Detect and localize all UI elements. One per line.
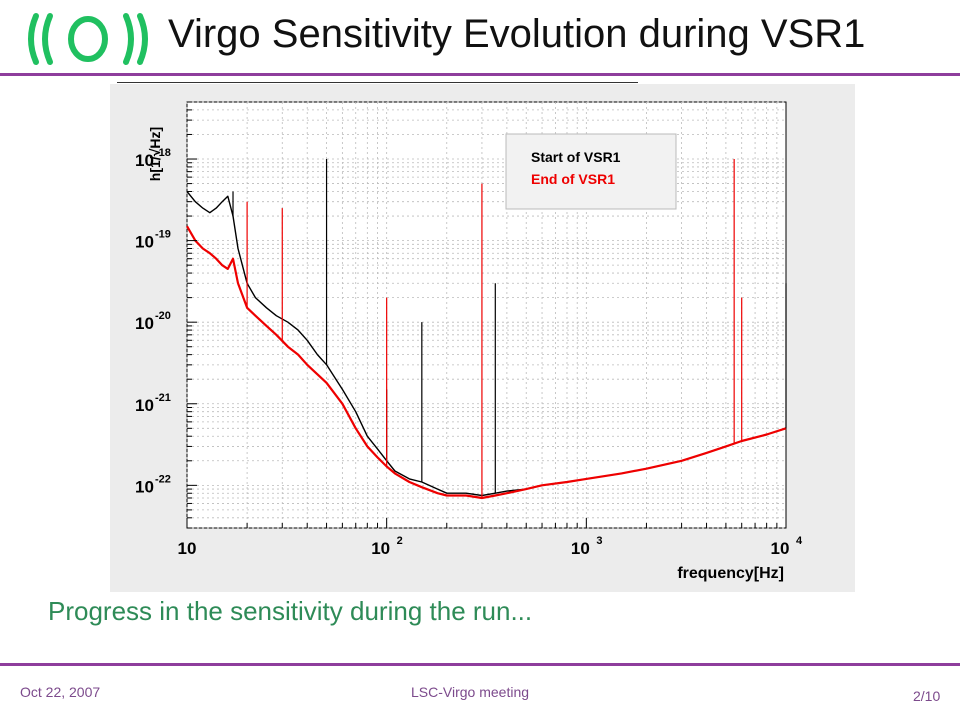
footer-meeting: LSC-Virgo meeting — [411, 684, 530, 700]
slide-title: Virgo Sensitivity Evolution during VSR1 — [168, 12, 866, 56]
y-tick-label: 10 — [135, 314, 154, 333]
figure-top-line — [117, 82, 638, 83]
footer-date: Oct 22, 2007 — [20, 684, 101, 700]
series-line-end — [186, 225, 787, 500]
top-divider — [0, 73, 960, 76]
slide-caption: Progress in the sensitivity during the r… — [48, 596, 533, 626]
bottom-divider — [0, 663, 960, 666]
x-tick-label: 10 — [371, 539, 390, 558]
legend-label-start: Start of VSR1 — [531, 149, 621, 165]
y-tick-label: 10 — [135, 151, 154, 170]
y-tick-label: 10 — [135, 477, 154, 496]
x-tick-exponent: 3 — [596, 535, 602, 547]
legend: Start of VSR1 End of VSR1 — [505, 133, 677, 210]
plot-area — [186, 101, 787, 529]
y-tick-exponent: -20 — [155, 310, 171, 322]
chart-curves — [186, 159, 787, 500]
x-axis-label: frequency[Hz] — [677, 565, 784, 582]
legend-label-end: End of VSR1 — [531, 171, 615, 187]
x-tick-exponent: 4 — [796, 535, 803, 547]
x-tick-exponent: 2 — [397, 535, 403, 547]
y-tick-label: 10 — [135, 396, 154, 415]
footer-page-number: 2/10 — [913, 688, 941, 704]
x-tick-label: 10 — [771, 539, 790, 558]
y-tick-exponent: -18 — [155, 147, 171, 159]
y-tick-exponent: -21 — [155, 392, 171, 404]
y-tick-exponent: -22 — [155, 473, 171, 485]
x-tick-label: 10 — [178, 539, 197, 558]
y-axis-label: h[1/√Hz] — [147, 127, 163, 181]
x-tick-label: 10 — [571, 539, 590, 558]
y-tick-label: 10 — [135, 233, 154, 252]
y-tick-exponent: -19 — [155, 229, 171, 241]
legend-box — [505, 133, 677, 210]
virgo-logo — [28, 13, 148, 65]
